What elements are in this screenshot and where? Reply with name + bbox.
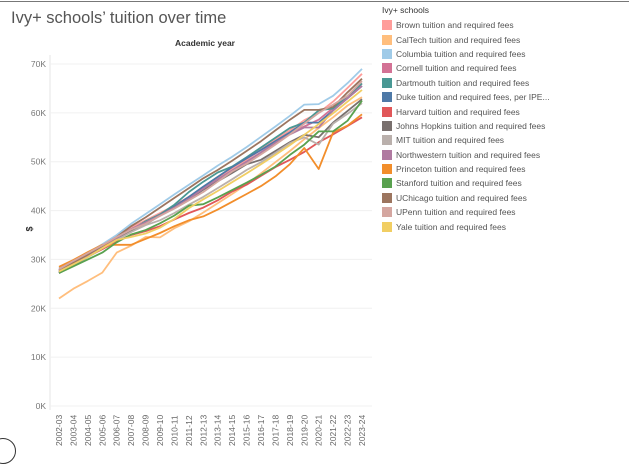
- legend-item[interactable]: Brown tuition and required fees: [382, 18, 550, 32]
- legend-swatch: [382, 63, 392, 74]
- x-tick-label: 2007-08: [126, 415, 136, 446]
- x-tick-label: 2017-18: [270, 415, 280, 446]
- x-tick-label: 2011-12: [184, 415, 194, 446]
- legend-label: Brown tuition and required fees: [396, 20, 514, 31]
- legend-swatch: [382, 164, 392, 175]
- series-line-upenn: [58, 80, 363, 270]
- y-tick-label: 40K: [31, 206, 46, 216]
- x-tick-label: 2005-06: [97, 415, 107, 446]
- legend-item[interactable]: Harvard tuition and required fees: [382, 104, 550, 118]
- x-tick-label: 2006-07: [112, 415, 122, 446]
- legend-item[interactable]: Northwestern tuition and required fees: [382, 148, 550, 162]
- x-tick-label: 2003-04: [68, 415, 78, 446]
- x-tick-label: 2023-24: [357, 415, 367, 446]
- y-tick-label: 0K: [36, 401, 47, 411]
- top-border: [0, 1, 629, 2]
- line-chart: 0K 10K 20K 30K 40K 50K 60K 70K 2002-03 2003-04 200…: [31, 55, 372, 446]
- x-tick-label: 2002-03: [54, 415, 64, 446]
- legend-swatch: [382, 192, 392, 203]
- x-tick-label: 2004-05: [83, 415, 93, 446]
- legend-swatch: [382, 20, 392, 31]
- legend-item[interactable]: Stanford tuition and required fees: [382, 176, 550, 190]
- x-tick-label: 2013-14: [213, 415, 223, 446]
- legend-item[interactable]: Yale tuition and required fees: [382, 219, 550, 233]
- legend-label: Princeton tuition and required fees: [396, 164, 526, 175]
- legend-item[interactable]: UChicago tuition and required fees: [382, 191, 550, 205]
- legend-label: UChicago tuition and required fees: [396, 192, 527, 203]
- legend-label: Johns Hopkins tuition and required fees: [396, 120, 546, 131]
- legend-swatch: [382, 106, 392, 117]
- legend-swatch: [382, 221, 392, 232]
- legend-label: Harvard tuition and required fees: [396, 106, 520, 117]
- x-tick-label: 2021-22: [328, 415, 338, 446]
- y-tick-label: 60K: [31, 108, 46, 118]
- y-tick-label: 10K: [31, 352, 46, 362]
- legend-item[interactable]: Duke tuition and required fees, per IPE.…: [382, 90, 550, 104]
- legend-label: UPenn tuition and required fees: [396, 207, 516, 218]
- legend-swatch: [382, 135, 392, 146]
- x-tick-label: 2019-20: [299, 415, 309, 446]
- legend-label: Duke tuition and required fees, per IPE.…: [396, 92, 550, 103]
- legend-label: Cornell tuition and required fees: [396, 63, 517, 74]
- series-line-columbia: [58, 68, 363, 269]
- legend-item[interactable]: CalTech tuition and required fees: [382, 32, 550, 46]
- legend-item[interactable]: MIT tuition and required fees: [382, 133, 550, 147]
- legend-item[interactable]: Columbia tuition and required fees: [382, 47, 550, 61]
- series-line-stanford: [58, 100, 363, 274]
- x-tick-label: 2014-15: [227, 415, 237, 446]
- x-tick-label: 2022-23: [343, 415, 353, 446]
- y-tick-label: 70K: [31, 59, 46, 69]
- x-axis-title: Academic year: [174, 38, 235, 48]
- legend-swatch: [382, 34, 392, 45]
- legend-title: Ivy+ schools: [382, 5, 430, 15]
- legend-label: MIT tuition and required fees: [396, 135, 505, 146]
- x-tick-label: 2020-21: [314, 415, 324, 446]
- legend-item[interactable]: Cornell tuition and required fees: [382, 61, 550, 75]
- y-tick-label: 20K: [31, 303, 46, 313]
- x-tick-label: 2015-16: [242, 415, 252, 446]
- legend-label: Northwestern tuition and required fees: [396, 149, 541, 160]
- series-line-uchicago: [58, 78, 363, 271]
- legend-swatch: [382, 77, 392, 88]
- x-tick-label: 2010-11: [169, 415, 179, 446]
- legend-swatch: [382, 120, 392, 131]
- legend-label: CalTech tuition and required fees: [396, 34, 521, 45]
- legend-swatch: [382, 92, 392, 103]
- x-tick-label: 2018-19: [285, 415, 295, 446]
- legend-item[interactable]: Princeton tuition and required fees: [382, 162, 550, 176]
- legend-item[interactable]: UPenn tuition and required fees: [382, 205, 550, 219]
- y-tick-label: 50K: [31, 157, 46, 167]
- legend-swatch: [382, 48, 392, 59]
- legend-swatch: [382, 207, 392, 218]
- series-line-yale: [58, 89, 363, 273]
- legend-label: Stanford tuition and required fees: [396, 178, 522, 189]
- x-tick-label: 2009-10: [155, 415, 165, 446]
- legend-item[interactable]: Johns Hopkins tuition and required fees: [382, 119, 550, 133]
- x-tick-label: 2012-13: [198, 415, 208, 446]
- y-tick-label: 30K: [31, 254, 46, 264]
- x-tick-label: 2008-09: [141, 415, 151, 446]
- legend-item[interactable]: Dartmouth tuition and required fees: [382, 76, 550, 90]
- series-line-caltech: [58, 96, 363, 300]
- legend-label: Yale tuition and required fees: [396, 221, 506, 232]
- legend-swatch: [382, 178, 392, 189]
- legend-swatch: [382, 149, 392, 160]
- legend-label: Columbia tuition and required fees: [396, 48, 526, 59]
- x-tick-label: 2016-17: [256, 415, 266, 446]
- chart-title: Ivy+ schools’ tuition over time: [11, 9, 227, 27]
- legend: Ivy+ schools Brown tuition and required …: [382, 5, 550, 234]
- legend-label: Dartmouth tuition and required fees: [396, 77, 530, 88]
